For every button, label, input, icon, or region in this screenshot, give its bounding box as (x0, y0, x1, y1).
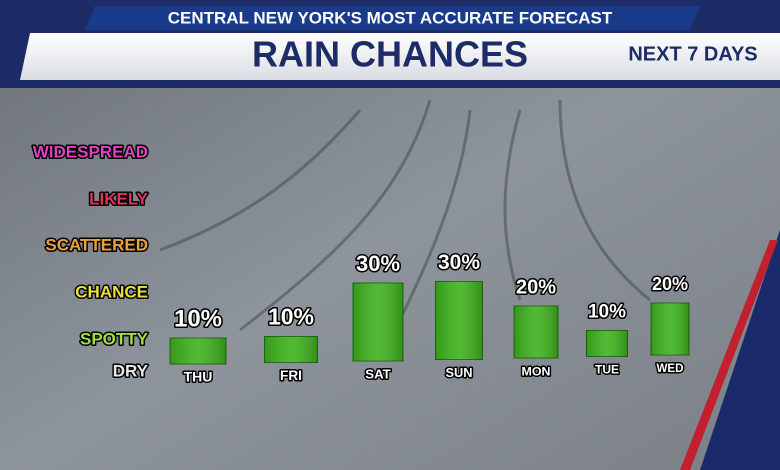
x-tick-label: SUN (445, 365, 472, 380)
chart-title: RAIN CHANCES (252, 34, 528, 75)
x-tick-label: TUE (595, 363, 619, 377)
bar-shade (170, 338, 226, 364)
level-label: CHANCE (75, 282, 148, 301)
bar-shade (435, 281, 483, 360)
background-branches (159, 99, 651, 361)
x-tick-label: SAT (365, 366, 390, 381)
x-tick-label: FRI (280, 368, 302, 383)
level-label: DRY (113, 361, 149, 380)
banner-bg (85, 6, 700, 30)
value-label: 30% (356, 251, 400, 276)
value-label: 20% (652, 274, 688, 294)
bar-shade (586, 330, 628, 357)
value-label: 20% (516, 276, 556, 298)
level-label: LIKELY (89, 189, 149, 208)
level-label: SCATTERED (45, 235, 148, 254)
bar-shade (651, 303, 689, 355)
banner: CENTRAL NEW YORK'S MOST ACCURATE FORECAS… (168, 8, 613, 27)
bar-shade (514, 306, 558, 358)
value-label: 10% (588, 302, 626, 323)
value-label: 30% (438, 251, 480, 274)
value-label: 10% (174, 305, 222, 332)
level-label: WIDESPREAD (33, 142, 148, 161)
value-label: 10% (268, 304, 314, 330)
level-label: SPOTTY (80, 329, 149, 348)
chart-subtitle: NEXT 7 DAYS (628, 43, 757, 65)
bar-shade (264, 336, 318, 363)
x-tick-label: WED (656, 362, 683, 375)
bar-shade (353, 283, 403, 361)
corner-stripe (680, 240, 778, 470)
corner-stripe (700, 230, 780, 470)
x-tick-label: MON (522, 364, 551, 378)
title-bg (20, 33, 780, 80)
x-tick-label: THU (184, 369, 213, 385)
